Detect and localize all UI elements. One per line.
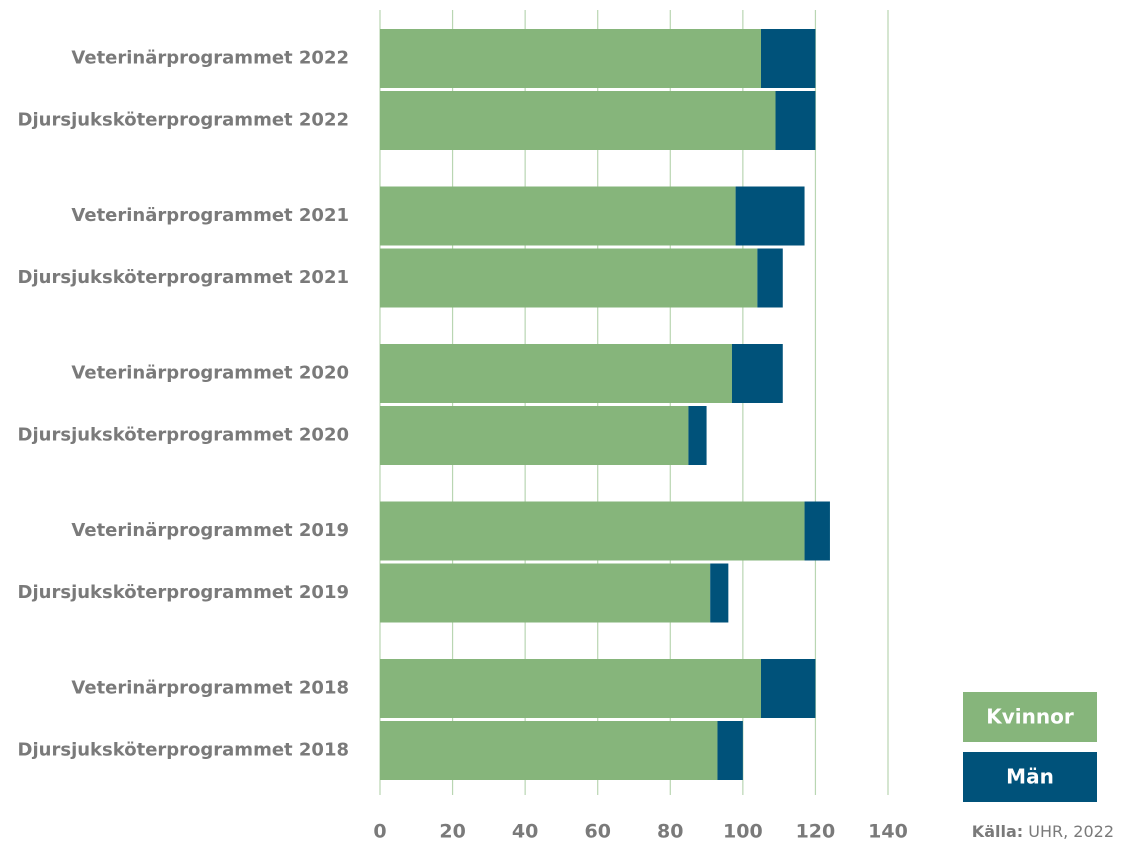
x-tick-label: 60	[584, 821, 610, 843]
x-tick-label: 40	[512, 821, 538, 843]
source-text: UHR, 2022	[1028, 822, 1114, 841]
bar	[380, 721, 718, 780]
bar	[380, 659, 761, 718]
bar	[761, 659, 816, 718]
source: Källa: UHR, 2022	[972, 822, 1114, 841]
bar	[761, 29, 816, 88]
bar	[380, 29, 761, 88]
bar	[380, 186, 736, 246]
bar	[710, 563, 729, 623]
legend-swatch	[963, 692, 1097, 742]
source-label: Källa:	[972, 822, 1023, 841]
x-tick-label: 120	[796, 821, 836, 843]
bar	[757, 248, 783, 308]
y-tick-label: Veterinärprogrammet 2020	[71, 363, 349, 384]
bar	[731, 344, 783, 403]
y-tick-label: Djursjuksköterprogrammet 2018	[18, 740, 349, 761]
x-tick-label: 0	[373, 821, 386, 843]
y-tick-label: Djursjuksköterprogrammet 2021	[18, 267, 349, 288]
legend-label: Kvinnor	[986, 705, 1074, 729]
legend-swatch	[963, 752, 1097, 802]
x-tick-label: 20	[439, 821, 465, 843]
y-tick-label: Djursjuksköterprogrammet 2020	[18, 425, 349, 446]
y-tick-label: Veterinärprogrammet 2019	[71, 520, 349, 541]
bar	[380, 91, 776, 150]
y-tick-label: Djursjuksköterprogrammet 2022	[18, 110, 349, 131]
x-tick-label: 80	[657, 821, 683, 843]
bar	[380, 406, 689, 465]
y-tick-label: Veterinärprogrammet 2022	[71, 48, 349, 69]
y-tick-label: Veterinärprogrammet 2018	[71, 678, 349, 699]
bar	[380, 563, 711, 623]
legend-label: Män	[1006, 765, 1054, 789]
bar	[717, 721, 743, 780]
y-tick-label: Veterinärprogrammet 2021	[71, 205, 349, 226]
x-tick-label: 100	[723, 821, 763, 843]
bar	[380, 248, 758, 308]
bar	[380, 501, 805, 561]
bar	[804, 501, 830, 561]
bar	[735, 186, 805, 246]
y-tick-label: Djursjuksköterprogrammet 2019	[18, 582, 349, 603]
bar	[380, 344, 732, 403]
bar	[775, 91, 816, 150]
x-tick-label: 140	[868, 821, 908, 843]
bar	[688, 406, 707, 465]
